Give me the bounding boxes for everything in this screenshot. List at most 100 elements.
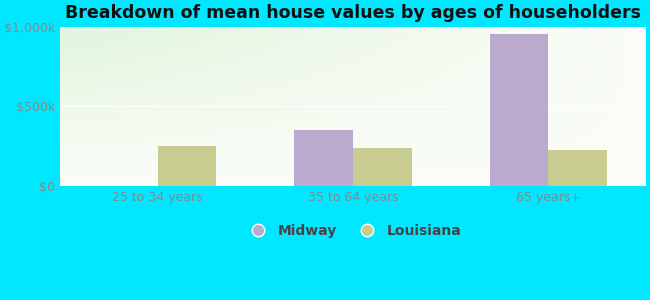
Bar [170, 182, 177, 184]
Bar [478, 26, 485, 28]
Bar [126, 167, 133, 168]
Bar [411, 108, 419, 110]
Bar [229, 98, 236, 101]
Bar [375, 167, 382, 168]
Bar [456, 94, 463, 96]
Bar [265, 152, 272, 154]
Bar [411, 118, 419, 120]
Bar [485, 148, 492, 150]
Bar [617, 180, 624, 182]
Bar [353, 128, 360, 130]
Bar [566, 91, 573, 92]
Bar [250, 144, 258, 146]
Bar [250, 58, 258, 61]
Bar [177, 100, 185, 102]
Bar [558, 52, 566, 55]
Bar [375, 110, 382, 112]
Bar [339, 38, 346, 40]
Bar [258, 28, 265, 31]
Bar [126, 150, 133, 152]
Bar [448, 134, 456, 136]
Bar [60, 50, 68, 52]
Bar [119, 50, 126, 52]
Bar [155, 128, 162, 130]
Bar [200, 74, 207, 77]
Bar [162, 92, 170, 95]
Bar [470, 136, 478, 138]
Bar [558, 168, 566, 170]
Bar [60, 80, 68, 83]
Bar [485, 118, 492, 120]
Bar [580, 110, 587, 112]
Bar [478, 172, 485, 174]
Bar [200, 158, 207, 160]
Bar [324, 172, 331, 174]
Bar [229, 38, 236, 40]
Bar [353, 142, 360, 144]
Bar [536, 114, 543, 116]
Bar [624, 126, 631, 128]
Bar [551, 104, 558, 106]
Bar [214, 156, 221, 158]
Bar [382, 170, 389, 172]
Bar [272, 91, 280, 92]
Bar [492, 52, 499, 55]
Bar [119, 55, 126, 56]
Bar [140, 176, 148, 178]
Bar [397, 116, 404, 119]
Bar [528, 55, 536, 56]
Bar [528, 28, 536, 31]
Bar [492, 85, 499, 86]
Bar [499, 91, 507, 92]
Bar [177, 46, 185, 49]
Bar [587, 68, 595, 70]
Bar [411, 134, 419, 136]
Bar [609, 28, 617, 31]
Bar [82, 76, 90, 79]
Bar [90, 108, 97, 110]
Bar [382, 96, 389, 98]
Bar [148, 46, 155, 49]
Bar [97, 50, 104, 52]
Bar [558, 98, 566, 101]
Bar [382, 49, 389, 50]
Bar [75, 108, 82, 110]
Bar [566, 184, 573, 186]
Bar [104, 44, 111, 46]
Bar [478, 80, 485, 83]
Bar [609, 172, 617, 174]
Bar [243, 74, 250, 77]
Bar [492, 126, 499, 128]
Bar [375, 180, 382, 182]
Bar [492, 96, 499, 98]
Bar [375, 120, 382, 122]
Bar [221, 56, 229, 58]
Bar [309, 184, 317, 186]
Bar [155, 68, 162, 70]
Bar [360, 162, 368, 164]
Bar [309, 144, 317, 146]
Bar [478, 158, 485, 160]
Bar [638, 96, 646, 98]
Bar [434, 79, 441, 80]
Bar [514, 167, 521, 168]
Bar [236, 162, 243, 164]
Bar [133, 172, 140, 174]
Bar [162, 182, 170, 184]
Bar [243, 110, 250, 112]
Bar [185, 62, 192, 64]
Bar [133, 126, 140, 128]
Bar [507, 170, 514, 172]
Bar [287, 124, 294, 126]
Bar [104, 174, 111, 176]
Bar [185, 88, 192, 91]
Bar [441, 100, 448, 102]
Bar [221, 176, 229, 178]
Bar [638, 44, 646, 46]
Bar [463, 172, 470, 174]
Bar [258, 73, 265, 74]
Bar [521, 132, 528, 134]
Bar [566, 128, 573, 130]
Bar [426, 128, 434, 130]
Bar [411, 184, 419, 186]
